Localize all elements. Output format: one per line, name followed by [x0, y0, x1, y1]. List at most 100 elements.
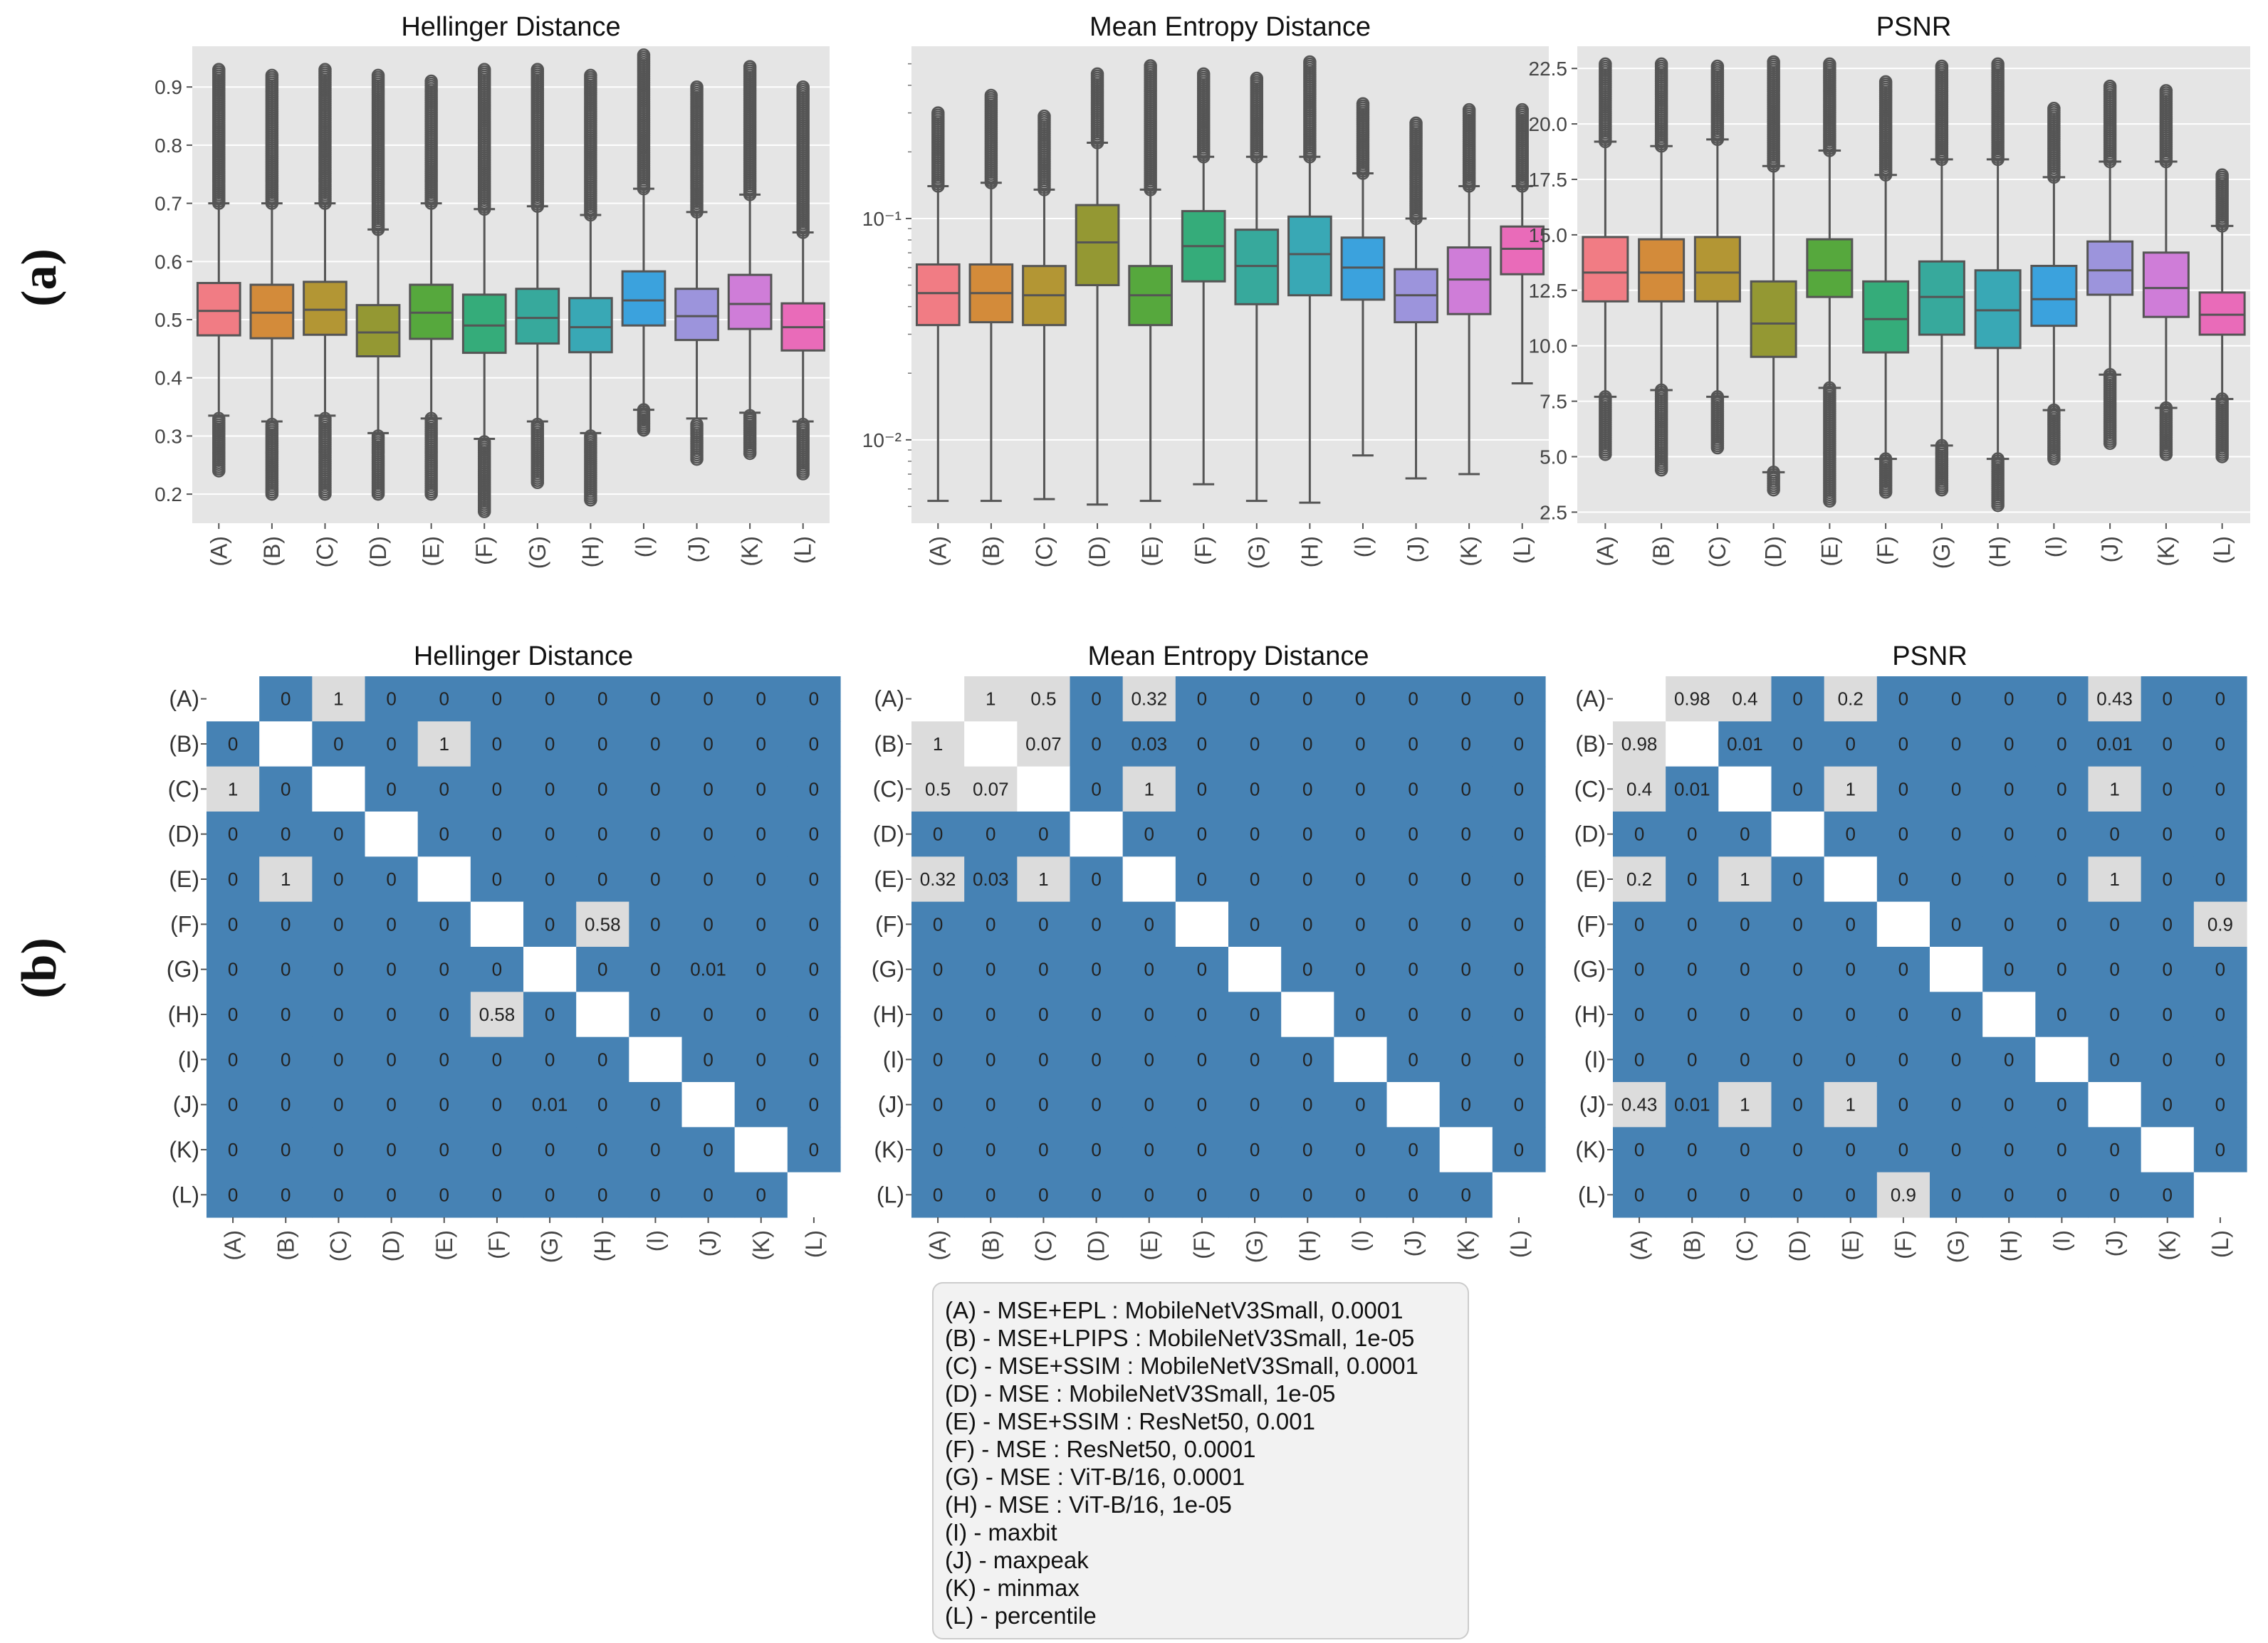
box-iqr [303, 280, 347, 336]
heatmap-cell-value: 0 [1687, 959, 1697, 980]
heatmap-cell-value: 0 [1461, 1184, 1471, 1205]
heatmap-cell-value: 0 [1144, 824, 1154, 845]
x-category-label: (H) [1985, 536, 2011, 567]
heatmap-cell-value: 0 [986, 1094, 995, 1116]
heatmap-col-label: (H) [1996, 1230, 2022, 1261]
outlier-low [371, 487, 385, 501]
outlier-high [796, 226, 810, 239]
outlier-high [1090, 136, 1104, 149]
box-iqr [568, 297, 613, 354]
heatmap-cell [1824, 856, 1878, 903]
heatmap-cell-value: 0 [386, 1094, 396, 1116]
outlier-high [265, 196, 279, 210]
heatmap-row-label: (B) [874, 731, 904, 757]
heatmap-cell-value: 0.03 [1131, 733, 1167, 755]
heatmap-cell-value: 0 [1792, 1049, 1802, 1070]
heatmap-cell-value: 0 [809, 1004, 819, 1025]
box-iqr [461, 293, 507, 355]
heatmap-row-label: (A) [1575, 686, 1606, 712]
heatmap-col-label: (G) [1943, 1230, 1969, 1263]
heatmap-cell [1281, 992, 1334, 1038]
heatmap-cell-value: 0 [333, 733, 343, 755]
heatmap-cell-value: 0 [1514, 824, 1524, 845]
outlier-high [212, 196, 226, 210]
heatmap-col-label: (I) [2049, 1230, 2074, 1251]
boxplot-2: Mean Entropy Distance 10⁻² 10⁻¹ (A) (B) (C) (D… [862, 12, 1549, 569]
heatmap-cell-value: 0 [1408, 733, 1418, 755]
heatmap-cell-value: 0 [1355, 913, 1365, 935]
heatmap-cell-value: 0 [492, 1139, 502, 1160]
heatmap-cell-value: 0 [1250, 868, 1260, 890]
heatmap-cell-value: 0 [1634, 913, 1644, 935]
legend-item: (F) - MSE : ResNet50, 0.0001 [945, 1436, 1256, 1462]
legend-item: (L) - percentile [945, 1602, 1097, 1629]
heatmap-cell-value: 0 [281, 1049, 291, 1070]
heatmap-cell-value: 0 [809, 778, 819, 799]
outlier-high [1356, 167, 1370, 180]
heatmap-row-label: (J) [878, 1092, 904, 1118]
heatmap-cell-value: 0 [1038, 1004, 1048, 1025]
box-(K): (K) [1446, 103, 1492, 567]
heatmap-cell-value: 0 [1197, 1139, 1207, 1160]
heatmap-col-label: (C) [1030, 1230, 1056, 1261]
heatmap-col-label: (B) [1679, 1230, 1705, 1261]
heatmap-cell [259, 721, 313, 767]
heatmap-row-label: (J) [1579, 1092, 1606, 1118]
heatmap-cell-value: 0 [333, 868, 343, 890]
outlier-low [1599, 448, 1612, 461]
heatmap-cell-value: 0 [933, 1094, 943, 1116]
heatmap-cell [787, 1172, 841, 1218]
heatmap-cell-value: 0 [1250, 778, 1260, 799]
outlier-low [212, 464, 226, 478]
legend-item: (E) - MSE+SSIM : ResNet50, 0.001 [945, 1408, 1315, 1434]
heatmap-cell-value: 0 [333, 959, 343, 980]
heatmap-cell [1492, 1172, 1546, 1218]
heatmap-row-label: (F) [170, 911, 199, 937]
heatmap-cell-value: 0 [1634, 1139, 1644, 1160]
outlier-high [1144, 183, 1157, 196]
heatmap-row-label: (H) [168, 1002, 199, 1027]
heatmap-cell-value: 0 [1197, 824, 1207, 845]
heatmap-cell-value: 0 [1355, 688, 1365, 710]
heatmap-cell-value: 0 [597, 1094, 607, 1116]
heatmap-cell-value: 0 [2057, 1094, 2066, 1116]
x-category-label: (G) [1244, 536, 1270, 569]
heatmap-col-label: (F) [484, 1230, 510, 1259]
heatmap-cell-value: 0 [809, 868, 819, 890]
y-tick-label: 10.0 [1529, 335, 1568, 357]
x-category-label: (C) [312, 536, 338, 567]
heatmap-cell-value: 1 [439, 733, 449, 755]
heatmap-cell [911, 676, 965, 722]
heatmap-cell [523, 947, 577, 992]
y-tick-label: 2.5 [1540, 501, 1567, 523]
heatmap-cell-value: 0 [1898, 959, 1908, 980]
box-(D): (D) [1075, 67, 1120, 567]
heatmap-cell-value: 0 [703, 868, 713, 890]
outlier-high [318, 196, 332, 210]
box-(J): (J) [1394, 116, 1438, 562]
heatmap-cell-value: 0 [1302, 688, 1312, 710]
heatmap-cell-value: 0 [1514, 778, 1524, 799]
heatmap-cell-value: 0 [545, 913, 555, 935]
x-category-label: (E) [419, 536, 444, 567]
heatmap-cell-value: 0 [439, 959, 449, 980]
heatmap-row-label: (J) [173, 1092, 199, 1118]
heatmap-cell-value: 0 [1250, 824, 1260, 845]
heatmap-cell-value: 0 [1408, 688, 1418, 710]
heatmap-cell-value: 0 [1091, 1139, 1101, 1160]
heatmap-cell-value: 0 [650, 1139, 660, 1160]
heatmap-col-label: (L) [2207, 1230, 2233, 1258]
box-iqr [1974, 269, 2022, 350]
box-(A): (A) [196, 63, 241, 567]
heatmap-row-label: (L) [877, 1182, 904, 1207]
heatmap-cell-value: 0 [1951, 868, 1961, 890]
plot-area [192, 46, 830, 523]
heatmap-col-label: (H) [590, 1230, 615, 1261]
heatmap-cell-value: 0 [809, 1094, 819, 1116]
outlier-high [531, 199, 545, 213]
heatmap-cell-value: 0 [2215, 824, 2225, 845]
y-tick-label: 0.9 [155, 76, 182, 98]
heatmap-cell-value: 0 [281, 1184, 291, 1205]
x-category-label: (I) [2041, 536, 2066, 557]
heatmap-cell-value: 0 [756, 733, 766, 755]
